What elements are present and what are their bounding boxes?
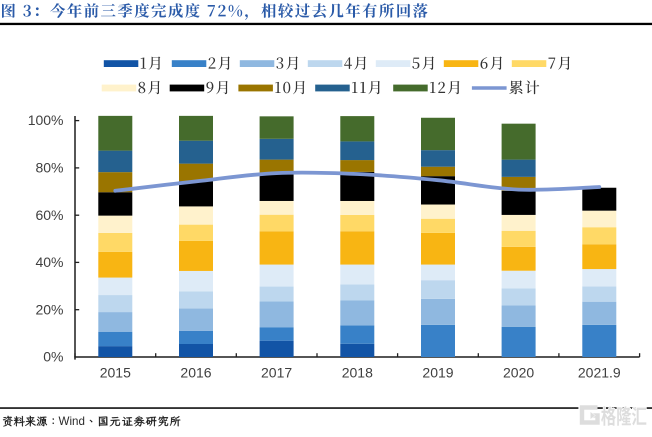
svg-text:Wind: Wind [59, 415, 85, 428]
svg-text:2017: 2017 [261, 365, 292, 381]
svg-text:40%: 40% [35, 254, 63, 270]
svg-text:60%: 60% [35, 207, 63, 223]
svg-text:2020: 2020 [503, 365, 534, 381]
svg-text:0%: 0% [43, 349, 63, 365]
svg-text:2021.9: 2021.9 [578, 365, 621, 381]
svg-text:2016: 2016 [180, 365, 211, 381]
svg-text:2019: 2019 [422, 365, 453, 381]
svg-text:20%: 20% [35, 301, 63, 317]
svg-text:100%: 100% [28, 112, 64, 128]
svg-text:2015: 2015 [100, 365, 131, 381]
svg-text:80%: 80% [35, 160, 63, 176]
svg-text:2018: 2018 [342, 365, 373, 381]
